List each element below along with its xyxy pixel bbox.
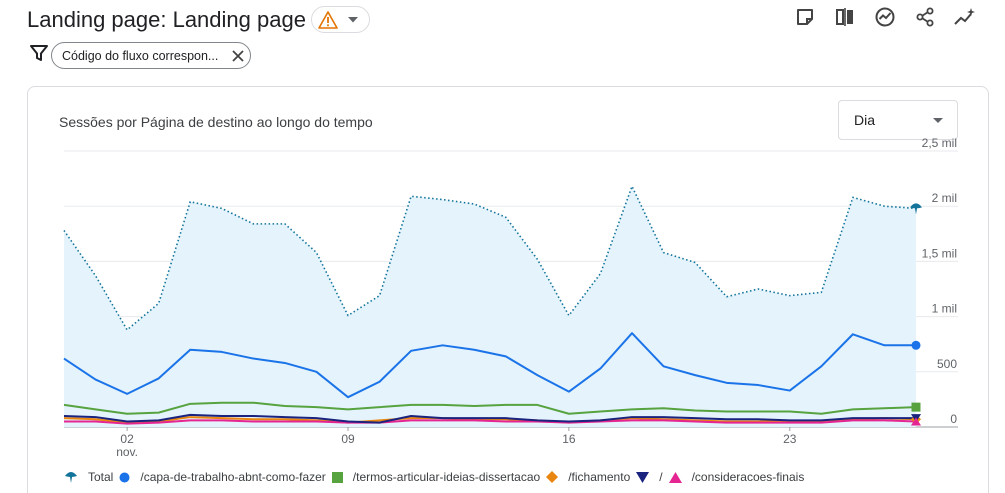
legend-marker-icon [119,472,135,483]
series-line-root [63,413,916,424]
share-button[interactable] [912,6,938,32]
note-icon [795,7,815,32]
x-tick-label: 09 [341,432,355,446]
y-tick-label: 1,5 mil [922,246,957,260]
y-tick-label: 500 [937,357,957,371]
warning-icon [318,10,338,29]
filter-icon[interactable] [30,44,48,67]
x-tick-label: 23 [783,432,797,446]
title-warning-menu[interactable] [311,6,370,33]
filter-chip-label: Código do fluxo correspon... [62,48,219,63]
compare-button[interactable] [832,6,858,32]
total-area [64,186,916,427]
notes-button[interactable] [792,6,818,32]
series-end-marker-capa [911,340,921,350]
legend-label: /termos-articular-ideias-dissertacao [352,470,541,484]
legend-label: / [659,470,663,484]
series-line-capa [63,332,916,399]
chart-legend: Total/capa-de-trabalho-abnt-como-fazer/t… [64,470,810,484]
chart-title: Sessões por Página de destino ao longo d… [59,114,373,130]
series-line-termos [63,401,917,415]
legend-marker-icon [331,471,348,483]
y-tick-label: 1 mil [932,302,957,316]
legend-item-total[interactable]: Total [64,470,113,484]
caret-down-icon [348,16,358,23]
legend-marker-icon [546,471,563,483]
legend-marker-icon [668,471,687,483]
legend-label: /fichamento [568,470,631,484]
period-select[interactable]: Dia [838,100,958,140]
legend-item-root[interactable]: / [636,470,663,484]
series-end-marker-total [910,203,922,209]
compare-icon [835,7,855,32]
sparkle-trend-icon [954,7,976,32]
toolbar [792,6,978,32]
filter-chip[interactable]: Código do fluxo correspon... [51,42,251,69]
explore-button[interactable] [952,6,978,32]
x-tick-label: 16 [562,432,576,446]
series-line-fichamento [63,416,917,424]
x-tick-month-label: nov. [116,445,138,459]
legend-item-capa[interactable]: /capa-de-trabalho-abnt-como-fazer [119,470,326,484]
y-tick-label: 2 mil [932,191,957,205]
series-line-total [63,185,917,331]
legend-marker-icon [636,471,654,483]
period-select-value: Dia [854,112,876,128]
y-tick-label: 0 [950,412,957,426]
series-end-marker-total-stem [914,207,918,215]
series-line-consideracoes [64,419,917,425]
legend-item-termos[interactable]: /termos-articular-ideias-dissertacao [331,470,541,484]
legend-marker-icon [64,470,83,484]
insights-icon [874,6,896,33]
insights-button[interactable] [872,6,898,32]
page-title: Landing page: Landing page [27,7,306,32]
legend-item-consideracoes[interactable]: /consideracoes-finais [668,470,805,484]
share-icon [915,7,935,32]
legend-item-fichamento[interactable]: /fichamento [546,470,630,484]
chevron-down-icon [933,117,943,123]
series-end-marker-consideracoes [911,417,921,426]
legend-label: /capa-de-trabalho-abnt-como-fazer [140,470,326,484]
close-icon[interactable] [226,44,250,68]
y-tick-label: 2,5 mil [922,136,957,150]
legend-label: /consideracoes-finais [691,470,805,484]
x-tick-label: 02 [120,432,134,446]
series-end-marker-termos [911,402,921,412]
legend-label: Total [88,470,114,484]
